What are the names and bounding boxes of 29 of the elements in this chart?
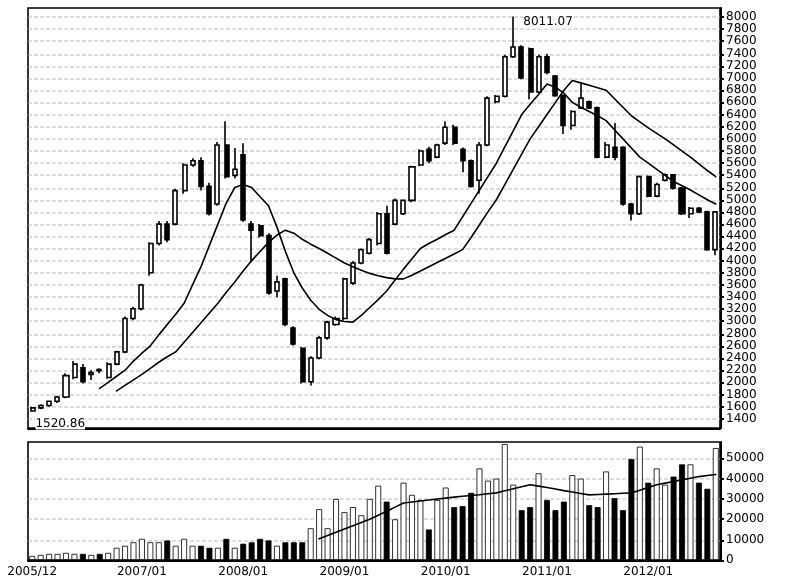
candlestick (300, 346, 306, 385)
candlestick (138, 282, 144, 312)
candlestick (182, 162, 188, 195)
candlestick (442, 120, 448, 146)
candlestick (266, 232, 272, 296)
candlestick (46, 399, 52, 408)
candlestick (646, 174, 652, 199)
candlestick (240, 142, 246, 223)
candlestick (88, 369, 94, 381)
candlestick (38, 403, 44, 410)
candlestick (376, 211, 382, 247)
candlestick (704, 209, 710, 252)
candlestick (224, 120, 230, 180)
candlestick (654, 181, 660, 199)
candlestick (80, 363, 86, 385)
candlestick (570, 109, 576, 131)
candlestick (290, 325, 296, 347)
candlestick (248, 220, 254, 264)
candlestick (636, 174, 642, 216)
candlestick (384, 205, 390, 256)
candlestick (282, 276, 288, 328)
candlestick (366, 237, 372, 256)
candlestick (452, 124, 458, 146)
candlestick (426, 145, 432, 165)
candlestick (418, 148, 424, 168)
candlestick (528, 46, 534, 101)
candlestick (594, 105, 600, 160)
candlestick (434, 142, 440, 160)
candlestick (96, 367, 102, 375)
